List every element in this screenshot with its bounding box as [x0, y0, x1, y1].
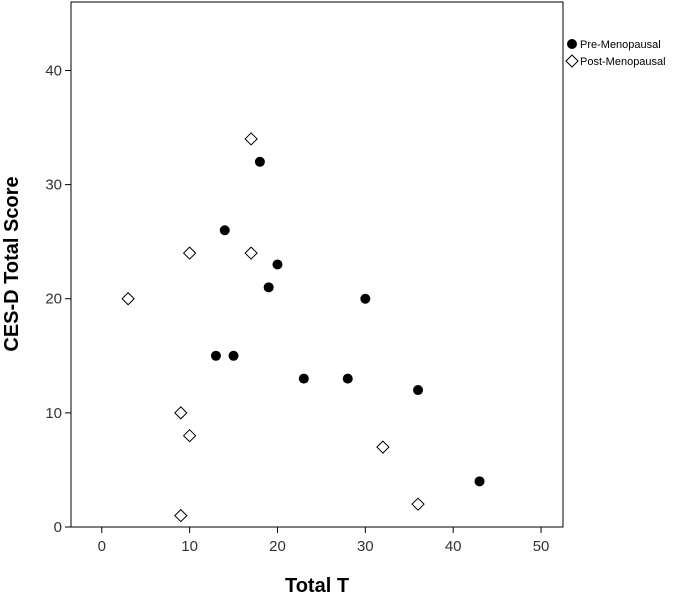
y-tick-label: 20 — [45, 291, 62, 308]
point-pre-menopausal — [254, 156, 265, 167]
point-pre-menopausal — [219, 225, 230, 236]
y-tick-label: 30 — [45, 177, 62, 194]
y-tick-label: 0 — [54, 519, 62, 536]
x-tick-label: 0 — [98, 538, 106, 555]
point-pre-menopausal — [228, 350, 239, 361]
y-axis-title: CES-D Total Score — [1, 176, 23, 351]
y-axis: 0 10 20 30 40 — [45, 62, 71, 536]
point-post-menopausal — [174, 508, 188, 523]
legend: Pre-Menopausal Post-Menopausal — [565, 39, 666, 68]
y-tick-label: 10 — [45, 405, 62, 422]
point-post-menopausal — [244, 246, 258, 260]
x-tick-label: 50 — [533, 538, 550, 555]
point-pre-menopausal — [360, 293, 371, 304]
point-post-menopausal — [174, 406, 188, 420]
y-tick-label: 40 — [45, 62, 62, 79]
point-post-menopausal — [182, 246, 197, 260]
point-pre-menopausal — [210, 350, 221, 361]
point-pre-menopausal — [342, 373, 353, 384]
x-tick-label: 30 — [357, 538, 374, 555]
point-post-menopausal — [121, 292, 135, 306]
point-pre-menopausal — [263, 282, 274, 293]
x-axis: 0 10 20 30 40 50 — [98, 527, 550, 555]
x-tick-label: 40 — [445, 538, 462, 555]
legend-label-post-menopausal: Post-Menopausal — [580, 56, 666, 68]
point-post-menopausal — [376, 440, 390, 454]
point-pre-menopausal — [272, 259, 283, 270]
point-pre-menopausal — [298, 373, 309, 384]
plot-area — [70, 1, 564, 528]
legend-marker-post-menopausal — [565, 54, 579, 68]
point-pre-menopausal — [474, 476, 485, 487]
x-tick-label: 10 — [181, 538, 198, 555]
x-tick-label: 20 — [269, 538, 286, 555]
point-post-menopausal — [411, 497, 425, 511]
point-post-menopausal — [244, 132, 258, 146]
legend-marker-pre-menopausal — [567, 39, 577, 49]
legend-label-pre-menopausal: Pre-Menopausal — [580, 39, 661, 51]
data-points — [121, 132, 485, 523]
point-post-menopausal — [182, 428, 197, 443]
x-axis-title: Total T — [285, 575, 349, 597]
point-pre-menopausal — [413, 385, 424, 396]
